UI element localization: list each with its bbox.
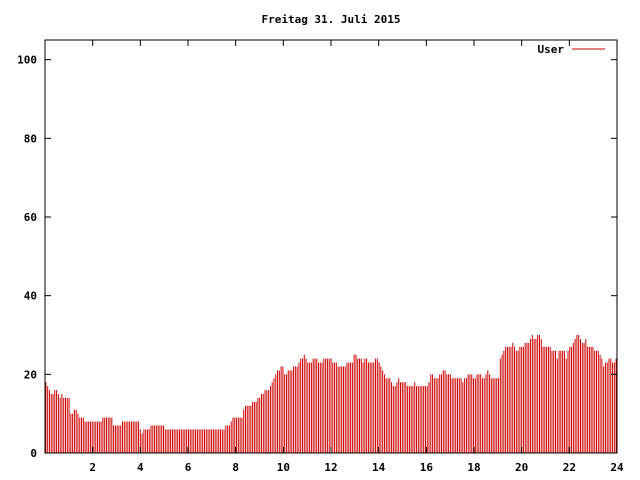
x-tick-label: 4 [137, 461, 144, 474]
x-tick-label: 6 [185, 461, 192, 474]
y-tick-label: 100 [17, 54, 37, 67]
series-user-bars [45, 335, 617, 453]
x-tick-label: 8 [232, 461, 239, 474]
x-tick-label: 12 [324, 461, 337, 474]
y-tick-label: 20 [24, 368, 37, 381]
x-tick-label: 16 [420, 461, 434, 474]
x-tick-label: 22 [563, 461, 576, 474]
x-tick-label: 20 [515, 461, 528, 474]
x-tick-label: 14 [372, 461, 386, 474]
y-axis: 0 20 40 60 80 100 [17, 54, 617, 460]
y-tick-label: 0 [30, 447, 37, 460]
legend: User [538, 43, 605, 56]
chart-title: Freitag 31. Juli 2015 [261, 13, 400, 26]
x-tick-label: 2 [89, 461, 96, 474]
x-tick-label: 10 [277, 461, 290, 474]
x-tick-label: 18 [467, 461, 480, 474]
y-tick-label: 40 [24, 290, 37, 303]
y-tick-label: 60 [24, 211, 37, 224]
x-axis: 2 4 6 8 10 12 14 16 18 20 22 24 [89, 40, 624, 474]
y-tick-label: 80 [24, 132, 37, 145]
legend-label-user: User [538, 43, 565, 56]
x-tick-label: 24 [610, 461, 624, 474]
